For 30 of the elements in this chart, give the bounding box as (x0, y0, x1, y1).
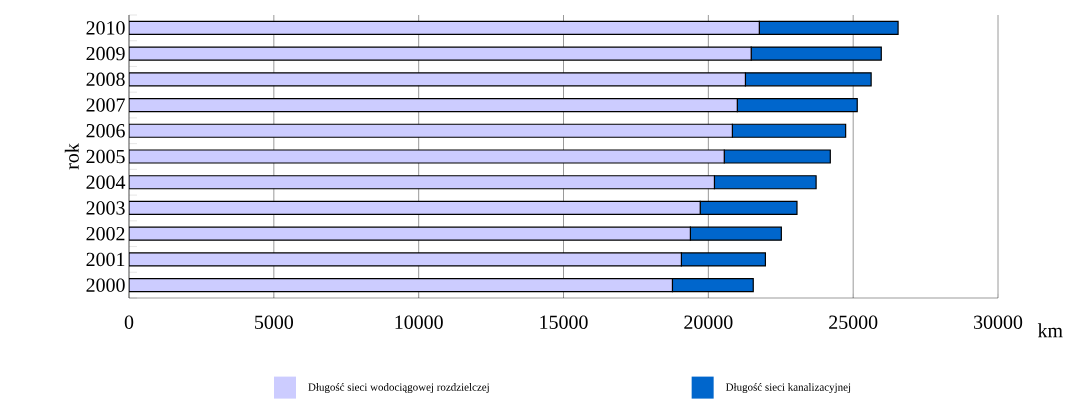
x-tick-label: 5000 (255, 315, 294, 329)
y-tick-label: 2005 (86, 149, 125, 164)
legend-label: Długość sieci wodociągowej rozdzielczej (308, 383, 489, 394)
x-tick-label: 20000 (684, 315, 733, 329)
y-tick-label: 2007 (86, 98, 125, 112)
bar (129, 123, 733, 138)
y-tick-label: 2003 (86, 201, 125, 215)
y-tick-label: 2009 (86, 46, 125, 61)
bar (129, 226, 691, 241)
x-tick-label: 0 (124, 315, 134, 329)
bar (129, 200, 701, 216)
y-tick-label: 2006 (86, 124, 125, 138)
bar (129, 175, 716, 190)
bar (129, 97, 738, 113)
x-tick-label: 30000 (974, 315, 1023, 329)
bar (129, 278, 674, 293)
y-tick-label: 2001 (86, 252, 125, 267)
x-tick-label: 10000 (395, 315, 443, 329)
x-tick-label: 25000 (829, 315, 878, 329)
legend-label: Długość sieci kanalizacyjnej (725, 383, 851, 394)
y-tick-label: 2002 (86, 226, 125, 241)
y-tick-label: 2004 (86, 175, 126, 189)
y-tick-label: 2000 (86, 278, 125, 292)
bar (129, 72, 747, 87)
x-tick-label: 15000 (540, 315, 588, 329)
x-axis-title: km (1037, 323, 1063, 338)
y-axis-title: rok (64, 143, 79, 170)
y-tick-label: 2010 (86, 21, 125, 35)
y-tick-label: 2008 (86, 72, 125, 87)
bar (129, 20, 760, 35)
